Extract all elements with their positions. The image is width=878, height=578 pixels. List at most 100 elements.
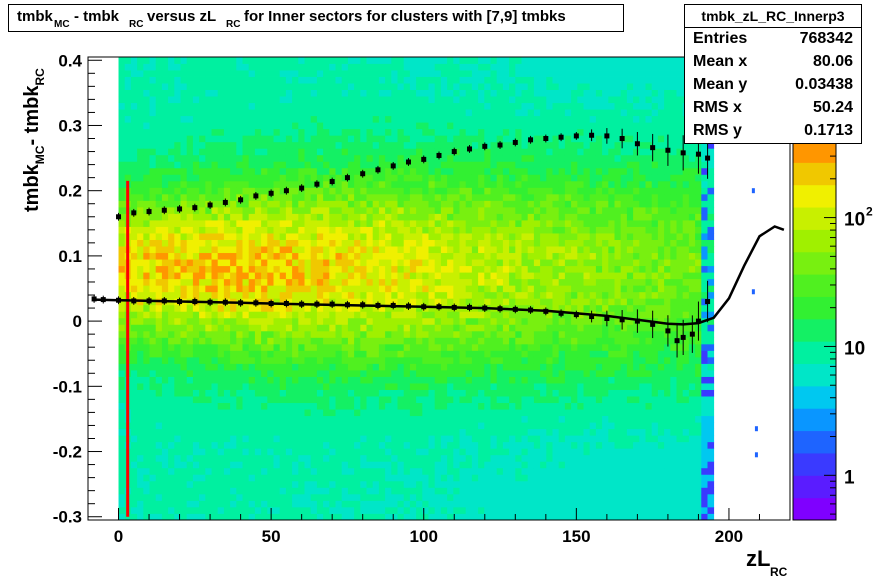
heatmap-cell xyxy=(366,96,374,104)
heatmap-cell xyxy=(254,480,262,488)
heatmap-cell xyxy=(496,161,504,169)
heatmap-cell xyxy=(341,304,349,312)
heatmap-cell xyxy=(217,396,225,404)
heatmap-cell xyxy=(366,70,374,77)
heatmap-cell xyxy=(242,454,250,462)
heatmap-cell xyxy=(447,272,454,280)
heatmap-cell xyxy=(422,480,429,488)
heatmap-cell xyxy=(186,63,194,71)
heatmap-cell xyxy=(422,76,429,84)
heatmap-cell xyxy=(211,89,219,97)
heatmap-cell xyxy=(403,193,411,201)
heatmap-cell xyxy=(385,480,392,488)
heatmap-cell xyxy=(434,109,442,117)
heatmap-cell xyxy=(372,161,380,169)
heatmap-cell xyxy=(217,109,225,117)
heatmap-cell xyxy=(490,187,498,195)
heatmap-cell xyxy=(316,285,324,293)
heatmap-cell xyxy=(149,480,157,488)
heatmap-cell xyxy=(422,441,429,449)
heatmap-cell xyxy=(540,370,547,377)
heatmap-cell xyxy=(546,402,553,410)
heatmap-cell xyxy=(242,246,250,254)
heatmap-cell xyxy=(316,193,324,201)
heatmap-cell xyxy=(298,70,305,77)
heatmap-cell xyxy=(354,213,361,221)
heatmap-cell xyxy=(385,213,392,221)
heatmap-cell xyxy=(484,409,491,417)
heatmap-cell xyxy=(453,435,460,443)
heatmap-cell xyxy=(509,174,516,182)
heatmap-cell xyxy=(298,161,305,169)
heatmap-cell xyxy=(242,128,250,136)
heatmap-cell xyxy=(310,487,318,495)
heatmap-cell xyxy=(465,278,473,286)
heatmap-cell xyxy=(118,298,126,306)
heatmap-cell xyxy=(130,141,138,149)
heatmap-cell xyxy=(236,343,243,351)
heatmap-cell xyxy=(490,70,498,77)
heatmap-cell xyxy=(465,513,473,521)
heatmap-cell xyxy=(453,474,460,482)
heatmap-cell xyxy=(490,252,498,260)
heatmap-cell xyxy=(174,135,181,143)
heatmap-cell xyxy=(205,311,212,319)
heatmap-cell xyxy=(403,330,411,338)
heatmap-cell xyxy=(496,487,504,495)
heatmap-cell xyxy=(360,135,367,143)
heatmap-cell xyxy=(205,370,212,377)
heatmap-cell xyxy=(267,500,274,508)
heatmap-cell xyxy=(496,193,504,201)
heatmap-cell xyxy=(298,109,305,117)
heatmap-cell xyxy=(323,304,330,312)
heatmap-cell xyxy=(304,174,312,182)
heatmap-cell xyxy=(416,57,423,64)
heatmap-cell xyxy=(403,356,411,364)
heatmap-cell xyxy=(298,128,305,136)
heatmap-cell xyxy=(403,461,411,469)
heatmap-cell xyxy=(285,383,293,390)
heatmap-cell xyxy=(236,96,243,104)
heatmap-cell xyxy=(310,265,318,273)
heatmap-cell xyxy=(341,298,349,306)
heatmap-cell xyxy=(149,226,157,234)
heatmap-cell xyxy=(509,317,516,325)
heatmap-cell xyxy=(502,317,510,325)
heatmap-cell xyxy=(385,461,392,469)
heatmap-cell xyxy=(329,356,336,364)
heatmap-cell xyxy=(279,161,287,169)
heatmap-cell xyxy=(267,356,274,364)
heatmap-cell xyxy=(471,213,479,221)
heatmap-cell xyxy=(217,370,225,377)
heatmap-cell xyxy=(372,148,380,156)
heatmap-cell xyxy=(242,317,250,325)
heatmap-cell xyxy=(447,285,454,293)
heatmap-cell xyxy=(341,70,349,77)
heatmap-cell xyxy=(161,409,169,417)
heatmap-cell xyxy=(323,200,330,208)
heatmap-cell xyxy=(261,252,268,260)
heatmap-cell xyxy=(341,506,349,514)
heatmap-cell xyxy=(496,480,504,488)
heatmap-cell xyxy=(403,239,411,247)
heatmap-cell xyxy=(465,70,473,77)
heatmap-cell xyxy=(515,435,522,443)
heatmap-cell xyxy=(391,317,398,325)
heatmap-cell xyxy=(174,370,181,377)
heatmap-cell xyxy=(521,154,529,162)
heatmap-cell xyxy=(211,246,219,254)
heatmap-cell xyxy=(347,409,355,417)
heatmap-cell xyxy=(372,304,380,312)
heatmap-cell xyxy=(192,402,200,410)
heatmap-cell xyxy=(509,370,516,377)
heatmap-cell xyxy=(378,415,386,423)
heatmap-cell xyxy=(298,467,305,475)
heatmap-cell xyxy=(478,193,485,201)
heatmap-cell xyxy=(248,239,256,247)
heatmap-cell xyxy=(440,246,448,254)
heatmap-cell xyxy=(292,506,299,514)
heatmap-cell xyxy=(533,454,541,462)
heatmap-cell xyxy=(509,246,516,254)
heatmap-cell xyxy=(217,141,225,149)
heatmap-cell xyxy=(496,128,504,136)
